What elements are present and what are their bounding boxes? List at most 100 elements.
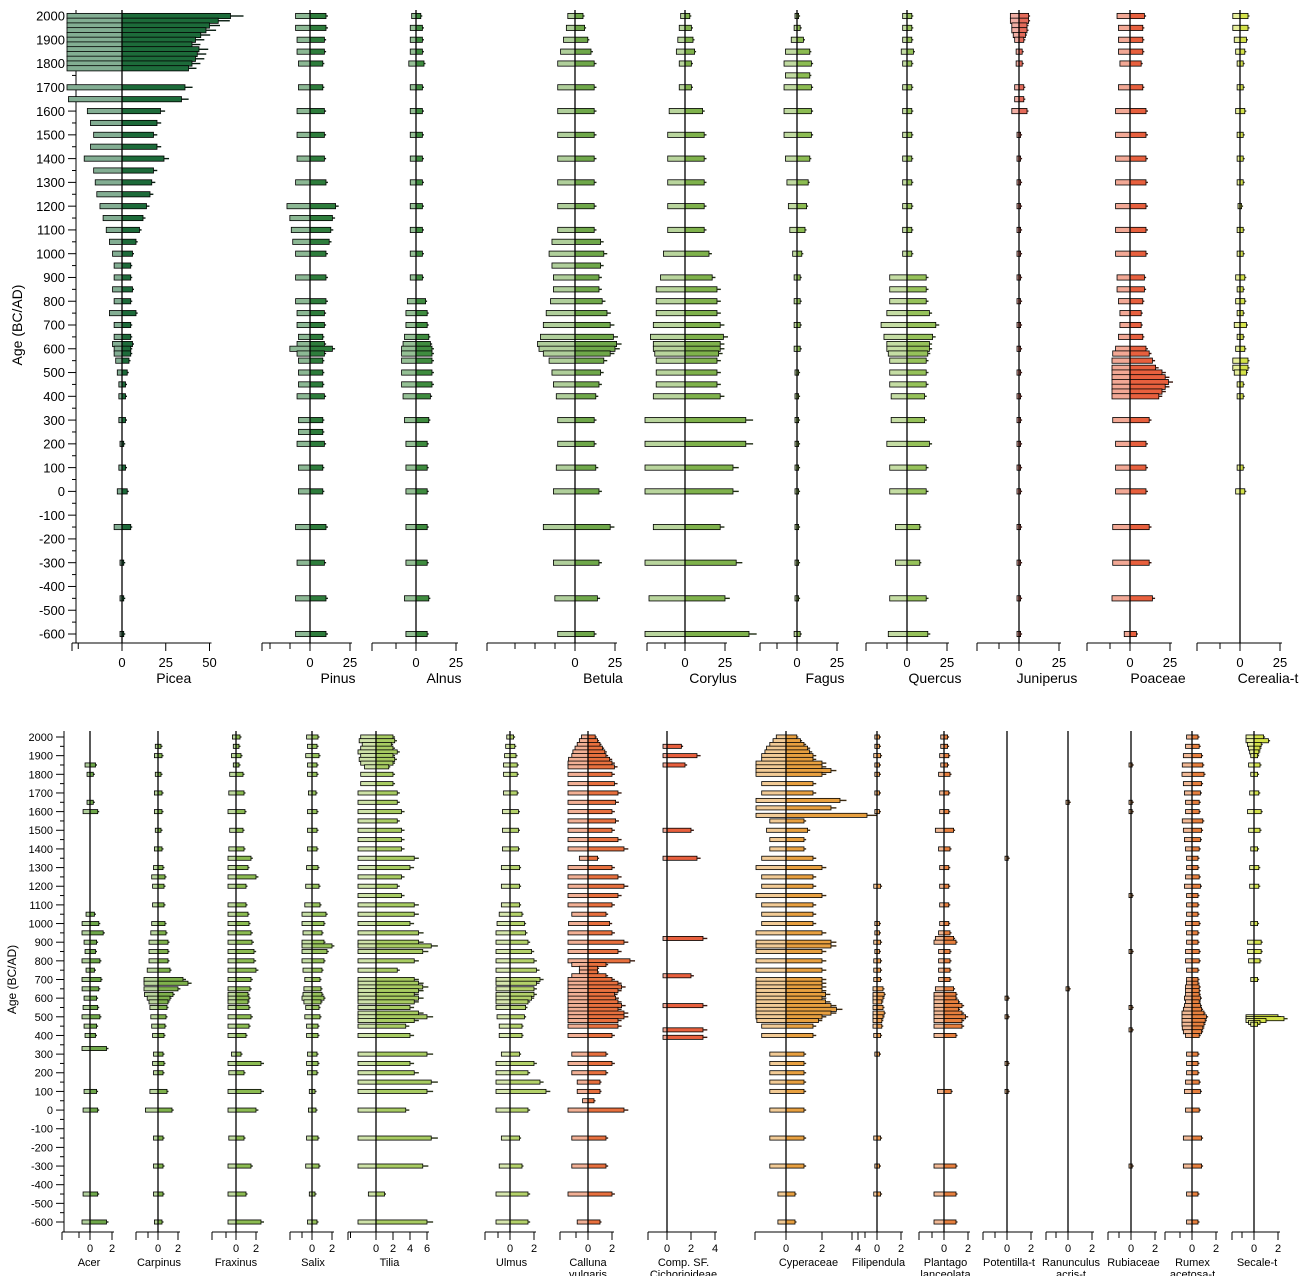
- value-bar: [235, 771, 244, 777]
- value-bar: [157, 1033, 165, 1038]
- x-tick-label: 0: [1189, 1243, 1195, 1255]
- x-tick-label: 0: [903, 655, 910, 670]
- exaggeration-bar: [1186, 930, 1193, 936]
- value-bar: [375, 809, 402, 815]
- value-bar: [235, 967, 257, 973]
- value-bar: [876, 1005, 884, 1010]
- value-bar: [311, 958, 325, 964]
- value-bar: [415, 274, 423, 281]
- exaggeration-bar: [557, 84, 576, 91]
- value-bar: [684, 12, 691, 20]
- value-bar: [157, 1107, 173, 1113]
- x-tick-label: 2: [609, 1243, 615, 1255]
- value-bar: [785, 958, 823, 964]
- exaggeration-bar: [761, 883, 787, 889]
- value-bar: [375, 837, 402, 843]
- exaggeration-bar: [305, 753, 313, 759]
- value-bar: [415, 464, 428, 471]
- exaggeration-bar: [553, 286, 576, 293]
- value-bar: [375, 827, 402, 833]
- exaggeration-bar: [495, 980, 511, 986]
- value-bar: [785, 771, 823, 777]
- exaggeration-bar: [1185, 949, 1193, 954]
- exaggeration-bar: [567, 949, 589, 954]
- exaggeration-bar: [495, 930, 511, 936]
- x-tick-label: 4: [712, 1243, 718, 1255]
- exaggeration-bar: [296, 131, 311, 138]
- exaggeration-bar: [295, 179, 311, 186]
- exaggeration-bar: [1233, 369, 1241, 376]
- x-tick-label: 2: [688, 1243, 694, 1255]
- value-bar: [587, 902, 613, 908]
- exaggeration-bar: [777, 1191, 787, 1197]
- taxon-label: Pinus: [320, 670, 355, 686]
- y-tick-label: -500: [31, 1198, 53, 1210]
- exaggeration-bar: [404, 333, 417, 340]
- value-bar: [121, 179, 153, 186]
- exaggeration-bar: [357, 1018, 377, 1023]
- y-axis-title: Age (BC/AD): [9, 285, 25, 366]
- x-tick-label: 2: [390, 1243, 396, 1255]
- value-bar: [1253, 827, 1261, 833]
- exaggeration-bar: [567, 939, 589, 945]
- value-bar: [1191, 781, 1203, 787]
- value-bar: [796, 48, 811, 55]
- exaggeration-bar: [503, 790, 511, 796]
- exaggeration-bar: [298, 369, 311, 376]
- x-tick-label: 0: [1015, 655, 1022, 670]
- value-bar: [684, 84, 692, 91]
- exaggeration-bar: [667, 131, 686, 138]
- x-tick-label: 0: [1004, 1243, 1010, 1255]
- value-bar: [1129, 630, 1137, 638]
- exaggeration-bar: [571, 911, 589, 917]
- exaggeration-bar: [1182, 827, 1193, 833]
- value-bar: [666, 1027, 704, 1033]
- exaggeration-bar: [301, 921, 313, 926]
- value-bar: [1129, 36, 1144, 43]
- value-bar: [587, 827, 613, 833]
- value-bar: [684, 155, 705, 162]
- value-bar: [906, 559, 921, 566]
- value-bar: [574, 84, 595, 91]
- value-bar: [415, 393, 431, 400]
- exaggeration-bar: [567, 1033, 589, 1038]
- exaggeration-bar: [405, 524, 417, 531]
- value-bar: [1191, 1135, 1203, 1141]
- value-bar: [1129, 559, 1150, 566]
- exaggeration-bar: [1186, 967, 1193, 973]
- exaggeration-bar: [405, 630, 417, 638]
- taxon-label: Rumex acetosa-t: [1170, 1257, 1215, 1276]
- value-bar: [375, 1088, 428, 1094]
- value-bar: [587, 771, 613, 777]
- exaggeration-bar: [1186, 855, 1193, 861]
- value-bar: [311, 753, 320, 759]
- value-bar: [1191, 1107, 1200, 1113]
- value-bar: [235, 753, 242, 759]
- exaggeration-bar: [1185, 874, 1193, 880]
- y-tick-label: 1300: [36, 175, 65, 190]
- exaggeration-bar: [303, 986, 313, 992]
- exaggeration-bar: [498, 1023, 511, 1029]
- exaggeration-bar: [150, 930, 159, 936]
- value-bar: [684, 179, 705, 186]
- y-tick-label: 300: [35, 1049, 53, 1061]
- taxon-column: 0 2 4 6 Tilia: [347, 731, 438, 1269]
- value-bar: [509, 1079, 541, 1085]
- exaggeration-bar: [152, 883, 159, 889]
- exaggeration-bar: [402, 393, 417, 400]
- value-bar: [309, 559, 325, 566]
- value-bar: [684, 595, 726, 602]
- exaggeration-bar: [1181, 818, 1193, 824]
- x-tick-label: 2: [531, 1243, 537, 1255]
- exaggeration-bar: [357, 846, 377, 852]
- value-bar: [509, 827, 519, 833]
- value-bar: [574, 36, 589, 43]
- exaggeration-bar: [542, 321, 576, 329]
- exaggeration-bar: [143, 986, 159, 992]
- exaggeration-bar: [360, 781, 377, 787]
- exaggeration-bar: [227, 883, 237, 889]
- value-bar: [587, 1163, 607, 1169]
- value-bar: [666, 827, 692, 833]
- value-bar: [157, 1135, 164, 1141]
- exaggeration-bar: [777, 1219, 787, 1225]
